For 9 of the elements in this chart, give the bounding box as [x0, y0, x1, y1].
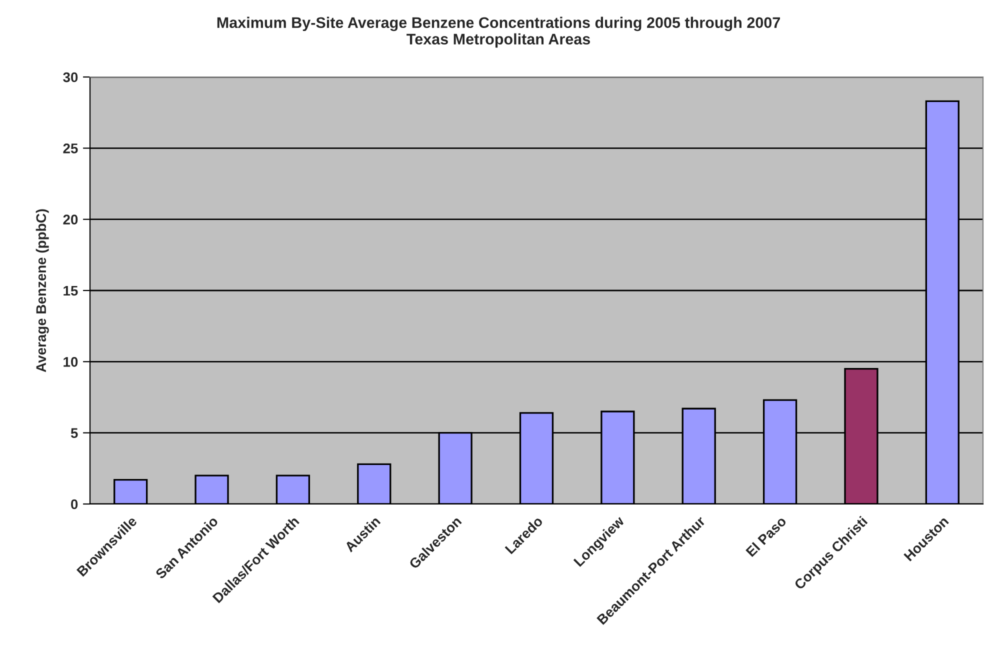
- y-tick-label: 15: [64, 286, 78, 296]
- y-tick-label: 5: [70, 428, 78, 438]
- y-tick-label: 20: [63, 214, 78, 225]
- y-tick-label: 25: [63, 144, 78, 154]
- y-axis-title: Average Benzene (ppbC): [36, 209, 49, 372]
- y-tick-label: 10: [64, 357, 78, 367]
- y-tick-label: 30: [63, 72, 78, 82]
- chart-title: Maximum By-Site Average Benzene Concentrations during 2005 through 2007 Texas Metropolitan Areas: [217, 16, 780, 48]
- y-tick-label: 0: [71, 499, 78, 510]
